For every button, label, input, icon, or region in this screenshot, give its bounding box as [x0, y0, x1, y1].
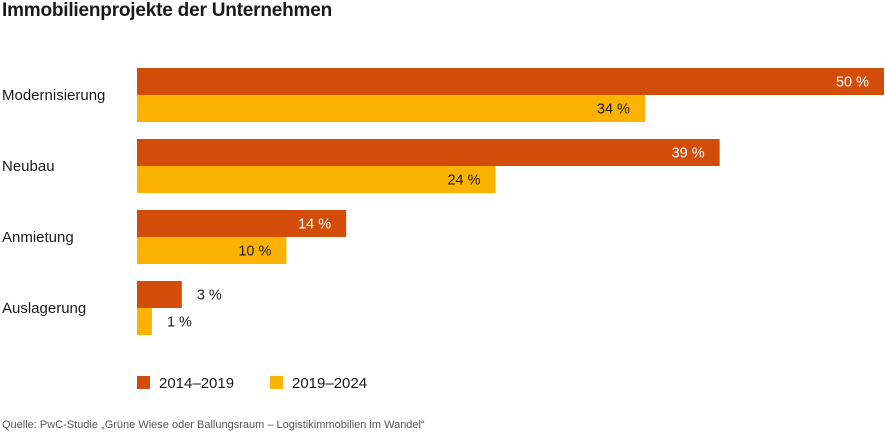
- bar-auslagerung-series-2: [137, 308, 152, 335]
- chart-title: Immobilienprojekte der Unternehmen: [2, 0, 332, 21]
- category-labels: Modernisierung Neubau Anmietung Auslagerung: [2, 87, 105, 317]
- bar-anmietung-series-1: [137, 210, 347, 237]
- value-label-modernisierung-series-1: 50 %: [836, 75, 869, 91]
- value-labels: 50 % 34 % 39 % 24 % 14 % 10 % 3 % 1 %: [167, 75, 869, 331]
- bar-neubau-series-2: [137, 166, 496, 193]
- bar-anmietung-series-2: [137, 237, 287, 264]
- legend-swatch-series-2: [270, 376, 283, 389]
- value-label-auslagerung-series-1: 3 %: [197, 288, 222, 304]
- category-label-auslagerung: Auslagerung: [2, 300, 86, 317]
- value-label-neubau-series-2: 24 %: [447, 173, 480, 189]
- bar-neubau-series-1: [137, 139, 720, 166]
- value-label-neubau-series-1: 39 %: [672, 146, 705, 162]
- legend-label-series-1: 2014–2019: [159, 375, 234, 392]
- bar-modernisierung-series-2: [137, 95, 645, 122]
- value-label-anmietung-series-2: 10 %: [238, 244, 271, 260]
- category-label-modernisierung: Modernisierung: [2, 87, 105, 104]
- value-label-anmietung-series-1: 14 %: [298, 217, 331, 233]
- value-label-auslagerung-series-2: 1 %: [167, 315, 192, 331]
- legend-swatch-series-1: [137, 376, 150, 389]
- category-label-neubau: Neubau: [2, 158, 55, 175]
- category-label-anmietung: Anmietung: [2, 229, 74, 246]
- source-note: Quelle: PwC-Studie „Grüne Wiese oder Bal…: [2, 419, 425, 431]
- bar-auslagerung-series-1: [137, 281, 182, 308]
- bars: [137, 68, 884, 335]
- bar-modernisierung-series-1: [137, 68, 884, 95]
- value-label-modernisierung-series-2: 34 %: [597, 102, 630, 118]
- legend: 2014–2019 2019–2024: [137, 375, 367, 392]
- legend-label-series-2: 2019–2024: [292, 375, 367, 392]
